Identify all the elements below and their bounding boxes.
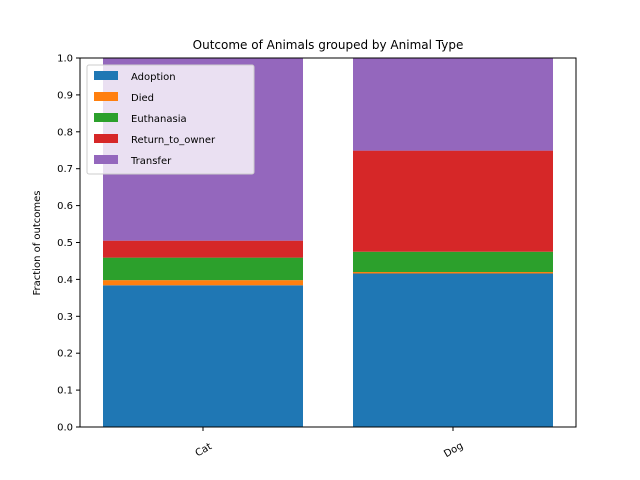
legend-label-adoption: Adoption	[131, 72, 176, 83]
bar-cat-died	[103, 280, 303, 286]
legend-label-died: Died	[131, 93, 154, 104]
legend: Adoption Died Euthanasia Return_to_owner Tra…	[86, 64, 255, 175]
y-tick-label: 0.1	[57, 386, 73, 397]
bar-cat-adoption	[103, 285, 303, 427]
y-tick-label: 0.6	[57, 201, 73, 212]
legend-label-euthanasia: Euthanasia	[131, 114, 187, 125]
bars-group	[103, 58, 553, 427]
y-tick-label: 0.9	[57, 90, 73, 101]
y-tick-label: 0.0	[57, 423, 73, 434]
x-tick-label-cat: Cat	[194, 441, 214, 459]
chart-title: Outcome of Animals grouped by Animal Typ…	[193, 38, 464, 52]
bar-dog-transfer	[353, 58, 553, 151]
y-tick-label: 0.5	[57, 238, 73, 249]
legend-swatch-transfer	[94, 155, 118, 164]
legend-label-return-to-owner: Return_to_owner	[131, 135, 216, 146]
bar-dog-return-to-owner	[353, 150, 553, 252]
y-tick-label: 1.0	[57, 54, 73, 65]
bar-dog-adoption	[353, 273, 553, 427]
bar-cat-return-to-owner	[103, 240, 303, 258]
bar-dog-died	[353, 272, 553, 274]
legend-swatch-died	[94, 92, 118, 101]
bar-cat-euthanasia	[103, 257, 303, 281]
legend-swatch-adoption	[94, 71, 118, 80]
y-tick-label: 0.8	[57, 127, 73, 138]
legend-swatch-return-to-owner	[94, 134, 118, 143]
y-tick-label: 0.7	[57, 164, 73, 175]
y-tick-label: 0.3	[57, 312, 73, 323]
x-tick-label-dog: Dog	[442, 440, 465, 460]
y-tick-label: 0.4	[57, 275, 73, 286]
bar-dog-euthanasia	[353, 251, 553, 273]
y-axis-label: Fraction of outcomes	[32, 190, 43, 295]
legend-box	[86, 64, 255, 175]
legend-label-transfer: Transfer	[130, 156, 172, 167]
legend-swatch-euthanasia	[94, 113, 118, 122]
y-tick-label: 0.2	[57, 349, 73, 360]
